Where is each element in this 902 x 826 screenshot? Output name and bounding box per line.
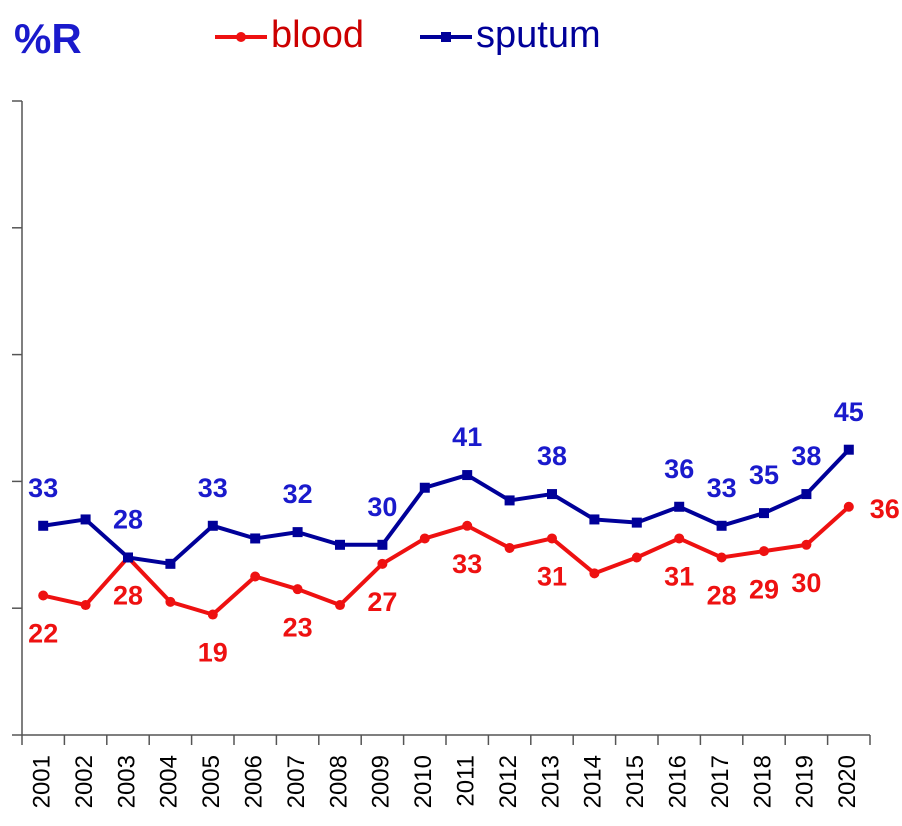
data-label: 30: [367, 492, 397, 522]
data-label: 41: [452, 422, 482, 452]
data-label: 45: [834, 397, 864, 427]
marker: [462, 470, 473, 481]
x-tick-label: 2018: [749, 755, 776, 808]
marker: [843, 501, 854, 512]
legend-label: sputum: [476, 14, 601, 56]
marker: [123, 552, 133, 563]
data-label: 36: [664, 454, 694, 484]
data-label: 33: [198, 473, 228, 503]
marker: [674, 501, 685, 512]
line: [42, 505, 851, 617]
marker: [419, 482, 430, 493]
marker: [335, 539, 345, 550]
x-tick-label: 2007: [283, 755, 310, 808]
marker: [759, 508, 769, 519]
marker: [759, 546, 769, 557]
x-tick-label: 2009: [368, 755, 395, 808]
x-tick-label: 2016: [665, 755, 692, 808]
marker: [589, 514, 600, 525]
marker: [801, 539, 812, 550]
marker: [631, 517, 642, 528]
marker: [462, 520, 473, 531]
x-tick-label: 2012: [495, 755, 522, 808]
data-label: 33: [707, 473, 737, 503]
marker: [207, 609, 218, 620]
x-tick-label: 2001: [29, 755, 56, 808]
x-tick-label: 2014: [580, 755, 607, 808]
x-tick-label: 2017: [707, 755, 734, 808]
x-tick-label: 2004: [156, 755, 183, 808]
x-tick-label: 2005: [198, 755, 225, 808]
data-label: 33: [452, 549, 482, 579]
data-label: 29: [749, 574, 779, 604]
data-label: 27: [367, 587, 397, 617]
marker: [801, 489, 812, 500]
x-tick-label: 2003: [113, 755, 140, 808]
marker: [38, 520, 49, 531]
x-tick-label: 2015: [622, 755, 649, 808]
x-tick-label: 2002: [71, 755, 98, 808]
marker: [716, 520, 727, 531]
marker: [80, 600, 91, 611]
marker: [250, 571, 261, 582]
data-label: 38: [791, 441, 821, 471]
data-label: 36: [870, 494, 900, 524]
data-label: 30: [791, 568, 821, 598]
marker: [419, 533, 430, 544]
marker: [504, 495, 515, 506]
marker: [38, 590, 49, 601]
marker: [207, 520, 218, 531]
marker: [80, 514, 91, 525]
data-label: 38: [537, 441, 567, 471]
marker: [292, 584, 303, 595]
data-label: 33: [28, 473, 58, 503]
legend-marker: [441, 32, 451, 42]
marker: [716, 552, 727, 563]
marker: [335, 600, 345, 611]
x-tick-label: 2008: [325, 755, 352, 808]
x-tick-label: 2020: [834, 755, 861, 808]
data-label: 31: [664, 562, 694, 592]
marker: [165, 558, 176, 569]
data-label: 19: [198, 638, 228, 668]
marker: [843, 444, 854, 455]
marker: [631, 552, 642, 563]
data-label: 23: [283, 612, 313, 642]
x-tick-label: 2011: [453, 755, 480, 807]
data-label: 22: [28, 619, 58, 649]
marker: [165, 596, 176, 607]
marker: [547, 533, 557, 544]
data-label: 32: [283, 479, 313, 509]
data-label: 28: [113, 581, 143, 611]
data-label: 28: [707, 581, 737, 611]
line: [42, 448, 851, 566]
data-label: 35: [749, 460, 779, 490]
marker: [377, 539, 388, 550]
marker: [504, 542, 515, 553]
x-tick-label: 2013: [537, 755, 564, 808]
legend-label: blood: [271, 14, 364, 56]
marker: [292, 527, 303, 538]
x-tick-label: 2006: [241, 755, 268, 808]
data-label: 28: [113, 505, 143, 535]
marker: [377, 558, 388, 569]
chart-title: %R: [14, 15, 82, 62]
data-label: 31: [537, 562, 567, 592]
x-tick-label: 2010: [410, 755, 437, 808]
x-tick-label: 2019: [792, 755, 819, 808]
marker: [674, 533, 685, 544]
marker: [547, 489, 557, 500]
marker: [250, 533, 261, 544]
marker: [589, 568, 600, 579]
legend-marker: [236, 32, 246, 42]
